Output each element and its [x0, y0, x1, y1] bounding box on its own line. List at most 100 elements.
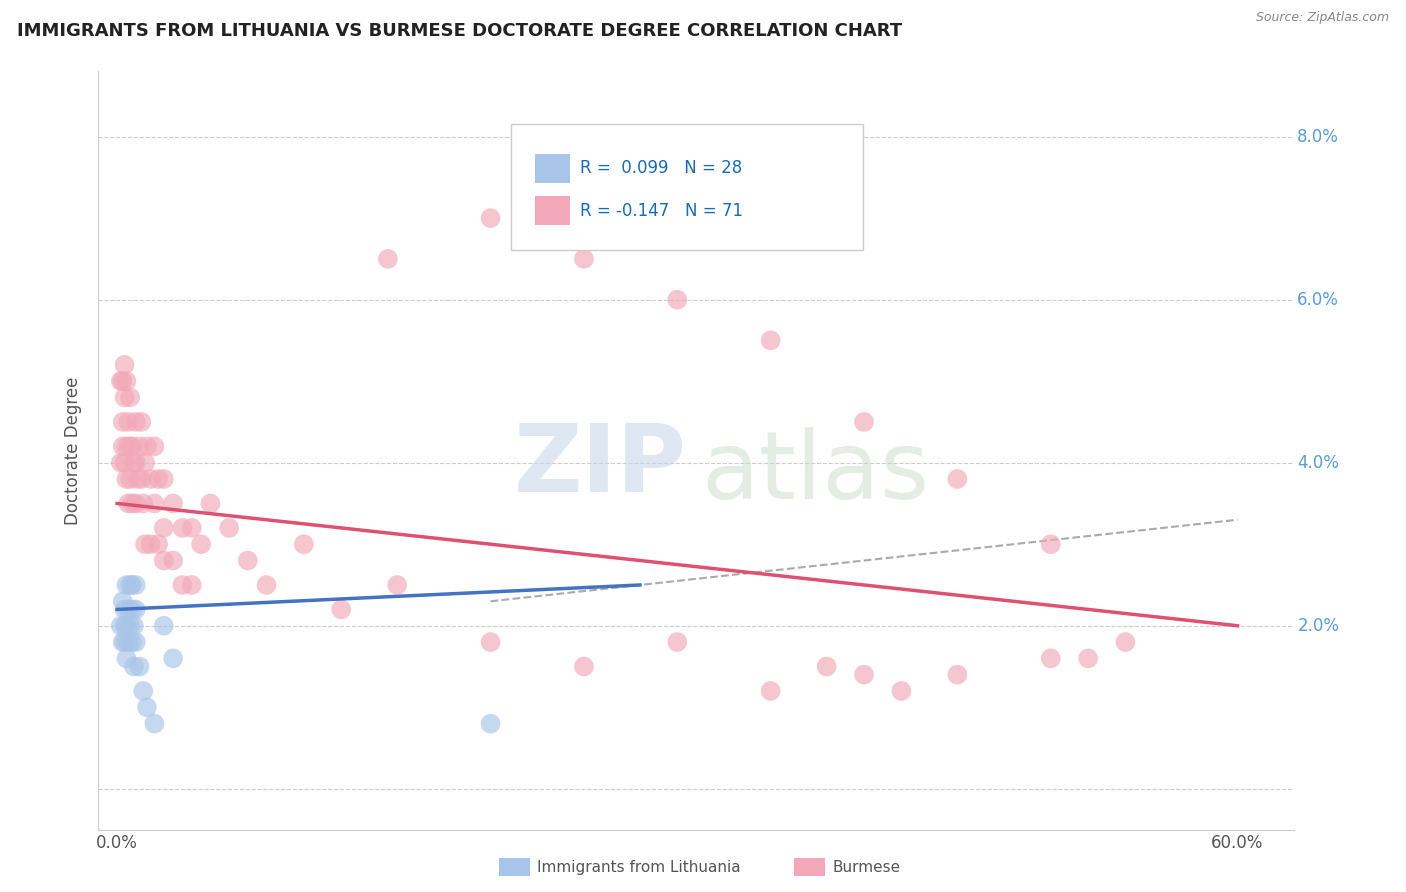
Point: [759, 684, 782, 698]
Point: [125, 602, 148, 616]
Point: [132, 496, 155, 510]
Point: [236, 553, 259, 567]
Point: [111, 635, 134, 649]
Point: [139, 537, 162, 551]
Point: [121, 439, 143, 453]
Point: [114, 358, 136, 372]
Point: [479, 716, 502, 731]
Point: [114, 635, 136, 649]
Point: [111, 594, 134, 608]
Point: [120, 578, 142, 592]
Point: [180, 521, 202, 535]
Point: [115, 439, 138, 453]
Point: [162, 553, 184, 567]
Text: IMMIGRANTS FROM LITHUANIA VS BURMESE DOCTORATE DEGREE CORRELATION CHART: IMMIGRANTS FROM LITHUANIA VS BURMESE DOC…: [17, 22, 903, 40]
Text: R =  0.099   N = 28: R = 0.099 N = 28: [581, 160, 742, 178]
Point: [114, 456, 136, 470]
Text: 4.0%: 4.0%: [1298, 454, 1339, 472]
Point: [946, 667, 969, 681]
Point: [110, 456, 132, 470]
Text: Immigrants from Lithuania: Immigrants from Lithuania: [537, 860, 741, 874]
Point: [115, 651, 138, 665]
Point: [1039, 537, 1062, 551]
Point: [139, 472, 162, 486]
Point: [120, 439, 142, 453]
Point: [143, 439, 166, 453]
Point: [122, 619, 145, 633]
Point: [117, 415, 139, 429]
Point: [1114, 635, 1136, 649]
Point: [125, 496, 148, 510]
Point: [853, 415, 876, 429]
Point: [853, 667, 876, 681]
Point: [120, 472, 142, 486]
Point: [1077, 651, 1099, 665]
Point: [292, 537, 315, 551]
Point: [162, 496, 184, 510]
Y-axis label: Doctorate Degree: Doctorate Degree: [65, 376, 83, 524]
Point: [110, 619, 132, 633]
Point: [152, 521, 174, 535]
Point: [115, 472, 138, 486]
Point: [128, 659, 150, 673]
Point: [666, 293, 689, 307]
Point: [132, 684, 155, 698]
Point: [125, 415, 148, 429]
Point: [111, 415, 134, 429]
Point: [115, 619, 138, 633]
Text: 8.0%: 8.0%: [1298, 128, 1339, 145]
Point: [114, 602, 136, 616]
Point: [111, 374, 134, 388]
Point: [200, 496, 222, 510]
Point: [136, 439, 159, 453]
Point: [479, 635, 502, 649]
Point: [136, 700, 159, 714]
Point: [572, 252, 595, 266]
Point: [121, 602, 143, 616]
Point: [131, 415, 153, 429]
Text: 6.0%: 6.0%: [1298, 291, 1339, 309]
Point: [134, 456, 156, 470]
Point: [122, 659, 145, 673]
Point: [121, 496, 143, 510]
Point: [143, 716, 166, 731]
Point: [180, 578, 202, 592]
FancyBboxPatch shape: [534, 196, 571, 226]
Text: atlas: atlas: [702, 427, 929, 519]
Point: [114, 391, 136, 405]
Point: [122, 456, 145, 470]
Point: [131, 472, 153, 486]
Point: [946, 472, 969, 486]
Point: [385, 578, 409, 592]
Point: [110, 374, 132, 388]
Text: Source: ZipAtlas.com: Source: ZipAtlas.com: [1256, 11, 1389, 24]
Text: R = -0.147   N = 71: R = -0.147 N = 71: [581, 202, 742, 219]
Point: [120, 391, 142, 405]
Point: [172, 578, 194, 592]
Point: [115, 578, 138, 592]
Point: [890, 684, 912, 698]
Point: [330, 602, 353, 616]
Text: 2.0%: 2.0%: [1298, 616, 1340, 635]
Point: [152, 553, 174, 567]
Point: [152, 619, 174, 633]
Point: [127, 472, 149, 486]
Point: [143, 496, 166, 510]
Point: [666, 635, 689, 649]
FancyBboxPatch shape: [510, 125, 863, 250]
Point: [256, 578, 278, 592]
Point: [572, 659, 595, 673]
Point: [134, 537, 156, 551]
Point: [148, 537, 170, 551]
Point: [162, 651, 184, 665]
Point: [125, 578, 148, 592]
Point: [120, 619, 142, 633]
Point: [117, 635, 139, 649]
Point: [172, 521, 194, 535]
Point: [610, 170, 633, 185]
Point: [218, 521, 240, 535]
Point: [128, 439, 150, 453]
Text: Burmese: Burmese: [832, 860, 900, 874]
Point: [815, 659, 838, 673]
Point: [377, 252, 399, 266]
